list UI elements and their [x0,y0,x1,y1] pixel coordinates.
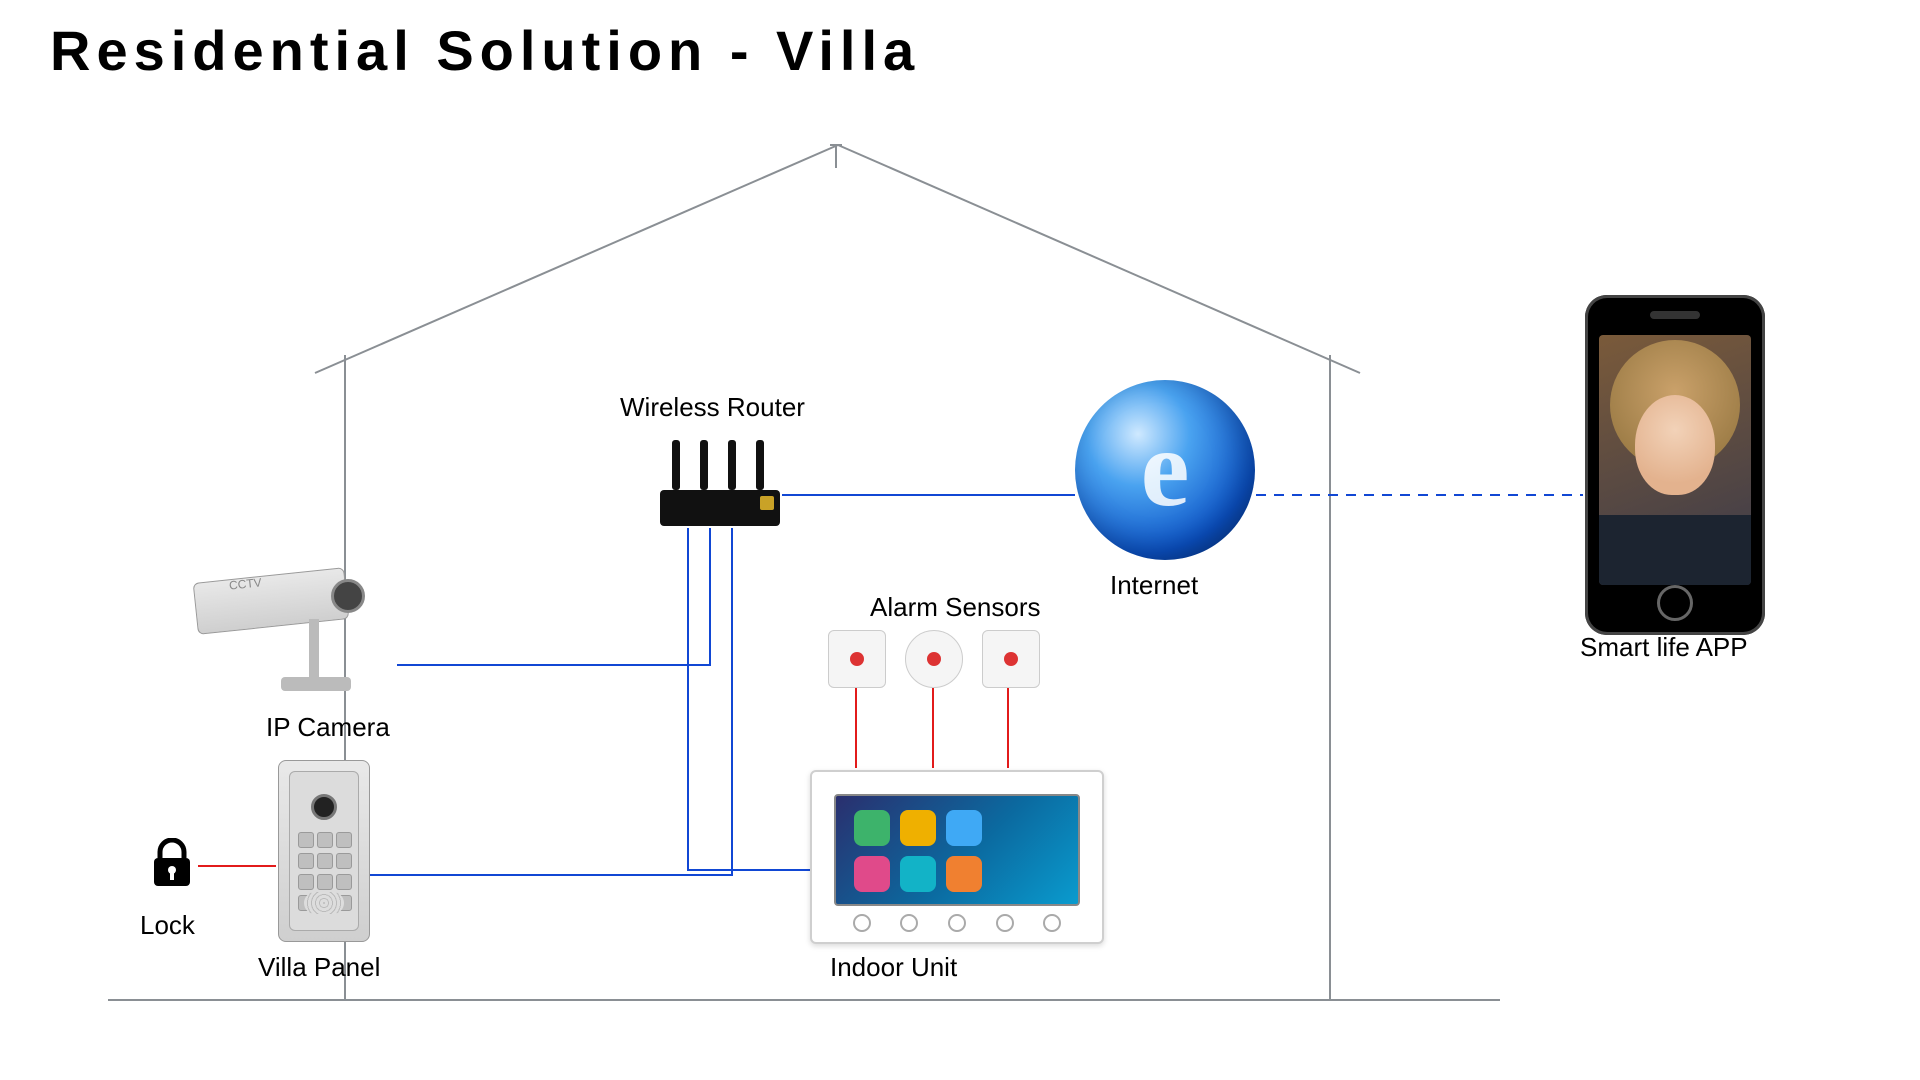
internet-globe-icon: e [1075,380,1255,560]
smartphone-icon [1585,295,1765,635]
label-alarm-sensors: Alarm Sensors [870,592,1041,623]
ip-camera-icon: CCTV [195,575,405,695]
indoor-unit-icon [810,770,1104,944]
label-ip-camera: IP Camera [266,712,390,743]
alarm-sensor-icon [982,630,1040,688]
alarm-sensor-icon [828,630,886,688]
villa-panel-icon [278,760,370,942]
label-lock: Lock [140,910,195,941]
alarm-sensor-icon [905,630,963,688]
label-villa-panel: Villa Panel [258,952,380,983]
lock-icon [150,838,194,888]
label-wireless-router: Wireless Router [620,392,805,423]
label-indoor-unit: Indoor Unit [830,952,957,983]
label-internet: Internet [1110,570,1198,601]
label-smart-life-app: Smart life APP [1580,632,1748,663]
